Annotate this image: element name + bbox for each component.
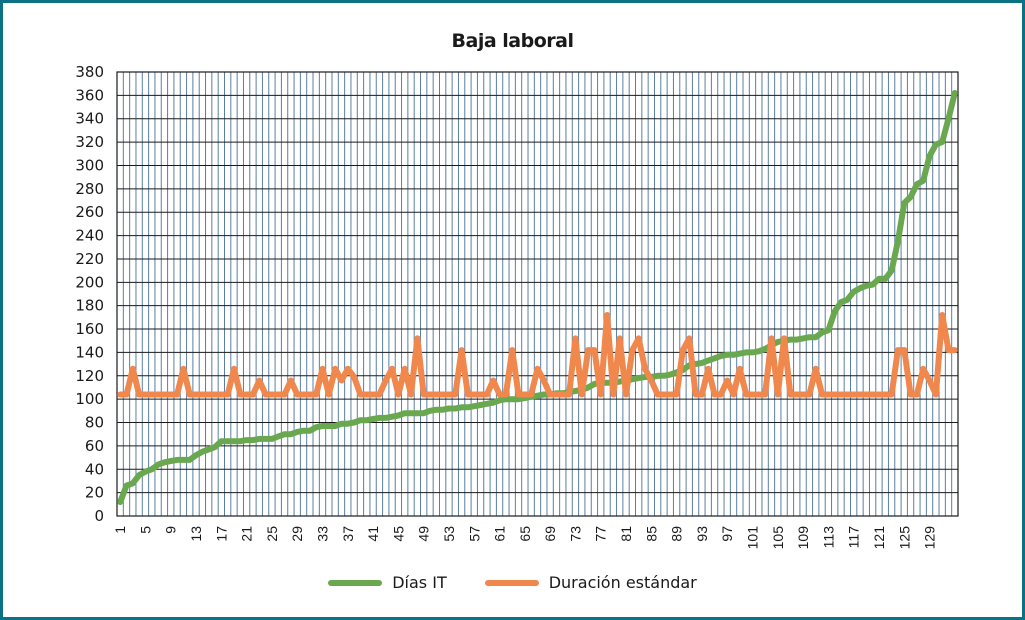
svg-text:85: 85 (643, 526, 659, 542)
svg-text:1: 1 (112, 526, 128, 534)
series-duracion-estandar-line (117, 312, 958, 398)
svg-text:220: 220 (75, 250, 104, 268)
svg-text:17: 17 (213, 526, 229, 542)
svg-text:65: 65 (517, 526, 533, 542)
plot-border (116, 71, 959, 517)
svg-text:0: 0 (94, 507, 104, 525)
legend-label: Duración estándar (548, 573, 697, 592)
svg-text:280: 280 (75, 180, 104, 198)
series-dias-it-line (117, 90, 958, 505)
legend-swatch-orange (484, 579, 539, 586)
svg-text:180: 180 (75, 297, 104, 315)
svg-text:60: 60 (85, 437, 104, 455)
x-axis-labels: 1 5 9 13 17 21 25 29 33 37 41 45 49 53 57 61 65 69 73 77 81 8… (112, 526, 937, 550)
vertical-gridlines (122, 72, 953, 516)
svg-text:9: 9 (163, 526, 179, 534)
svg-text:113: 113 (820, 526, 836, 549)
svg-text:41: 41 (365, 526, 381, 542)
svg-text:40: 40 (85, 460, 104, 478)
svg-text:89: 89 (669, 526, 685, 542)
svg-text:57: 57 (466, 526, 482, 542)
legend-item-duracion-estandar: Duración estándar (484, 573, 697, 592)
svg-text:109: 109 (795, 526, 811, 550)
svg-text:45: 45 (390, 526, 406, 542)
svg-text:320: 320 (75, 133, 104, 151)
svg-text:29: 29 (289, 526, 305, 542)
svg-text:105: 105 (770, 526, 786, 550)
svg-text:300: 300 (75, 156, 104, 174)
svg-text:20: 20 (85, 484, 104, 502)
svg-text:340: 340 (75, 110, 104, 128)
svg-text:97: 97 (719, 526, 735, 542)
svg-text:80: 80 (85, 414, 104, 432)
chart-title: Baja laboral (451, 30, 574, 52)
svg-text:81: 81 (618, 526, 634, 542)
svg-text:101: 101 (744, 526, 760, 550)
svg-text:380: 380 (75, 63, 104, 81)
svg-text:100: 100 (75, 390, 104, 408)
chart-legend: Días IT Duración estándar (0, 573, 1025, 592)
svg-text:61: 61 (492, 526, 508, 542)
legend-item-dias-it: Días IT (328, 573, 447, 592)
svg-text:69: 69 (542, 526, 558, 542)
svg-text:120: 120 (75, 367, 104, 385)
svg-text:25: 25 (264, 526, 280, 542)
svg-text:73: 73 (567, 526, 583, 542)
svg-text:360: 360 (75, 86, 104, 104)
svg-text:33: 33 (315, 526, 331, 542)
svg-text:129: 129 (922, 526, 938, 550)
svg-text:200: 200 (75, 273, 104, 291)
svg-text:240: 240 (75, 227, 104, 245)
legend-label: Días IT (392, 573, 447, 592)
svg-text:13: 13 (188, 526, 204, 542)
legend-swatch-green (328, 579, 383, 586)
svg-text:140: 140 (75, 343, 104, 361)
svg-text:160: 160 (75, 320, 104, 338)
svg-text:125: 125 (896, 526, 912, 550)
y-axis-labels: 0 20 40 60 80 100 120 140 160 180 200 220 240 260 280 3… (75, 63, 104, 525)
svg-text:49: 49 (416, 526, 432, 542)
svg-text:121: 121 (871, 526, 887, 550)
svg-text:37: 37 (340, 526, 356, 542)
svg-text:117: 117 (846, 526, 862, 549)
svg-text:260: 260 (75, 203, 104, 221)
svg-text:93: 93 (694, 526, 710, 542)
svg-text:21: 21 (239, 526, 255, 542)
svg-text:53: 53 (441, 526, 457, 542)
svg-text:5: 5 (137, 526, 153, 534)
svg-text:77: 77 (593, 526, 609, 542)
